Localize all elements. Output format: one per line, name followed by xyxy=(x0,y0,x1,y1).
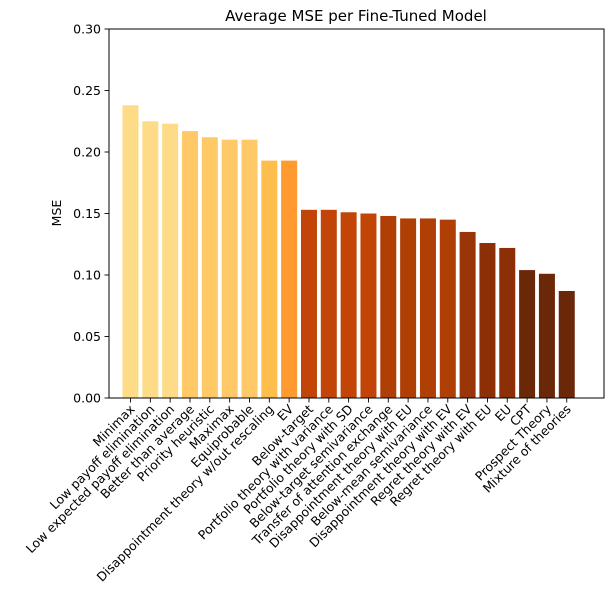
bar-10 xyxy=(300,209,317,398)
bar-16 xyxy=(419,218,436,398)
bar-6 xyxy=(221,139,238,398)
plot-frame xyxy=(108,28,605,399)
y-tick-label: 0.10 xyxy=(73,268,101,283)
y-tick-label: 0.20 xyxy=(73,145,101,160)
bar-23 xyxy=(558,290,575,398)
bar-13 xyxy=(360,213,377,398)
bar-4 xyxy=(181,131,198,398)
bar-3 xyxy=(162,123,179,399)
y-tick-label: 0.15 xyxy=(73,206,101,221)
bar-15 xyxy=(400,218,417,398)
bar-5 xyxy=(201,137,218,399)
y-tick-label: 0.30 xyxy=(73,22,101,37)
bar-22 xyxy=(538,273,555,398)
bar-12 xyxy=(340,212,357,398)
bar-7 xyxy=(241,139,258,398)
bar-17 xyxy=(439,219,456,398)
y-tick-label: 0.00 xyxy=(73,391,101,406)
bar-9 xyxy=(281,160,298,398)
bar-19 xyxy=(479,243,496,398)
bar-20 xyxy=(499,247,516,398)
bar-8 xyxy=(261,160,278,398)
bar-21 xyxy=(519,270,536,398)
y-tick-label: 0.05 xyxy=(73,329,101,344)
bar-1 xyxy=(122,105,139,398)
bar-18 xyxy=(459,231,476,398)
bar-14 xyxy=(380,215,397,398)
y-axis-label: MSE xyxy=(49,200,64,227)
y-tick-label: 0.25 xyxy=(73,83,101,98)
bar-2 xyxy=(142,121,159,398)
bar-11 xyxy=(320,209,337,398)
chart-title: Average MSE per Fine-Tuned Model xyxy=(225,7,487,25)
